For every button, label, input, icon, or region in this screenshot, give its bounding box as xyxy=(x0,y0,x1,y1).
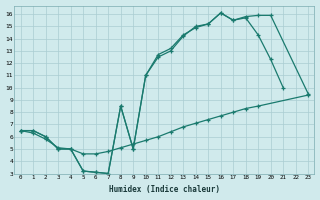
X-axis label: Humidex (Indice chaleur): Humidex (Indice chaleur) xyxy=(109,185,220,194)
